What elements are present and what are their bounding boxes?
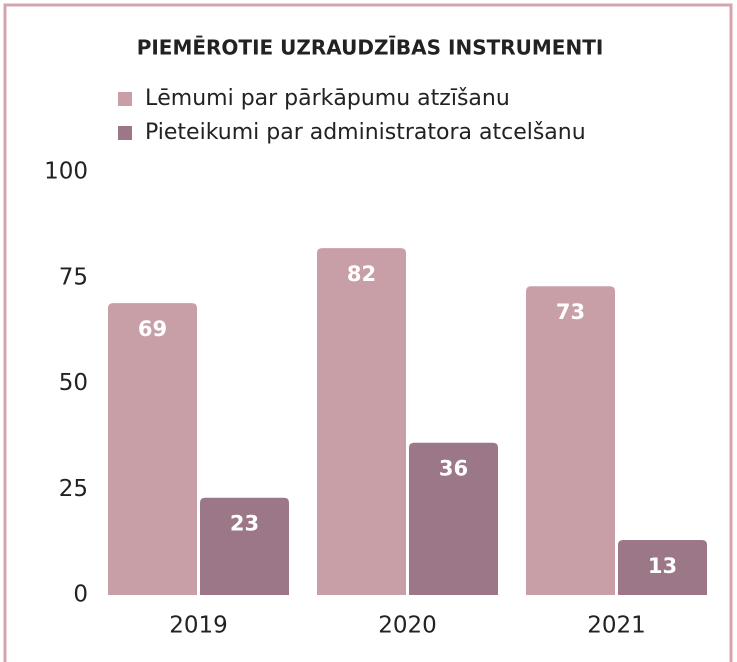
y-tick-label: 25 [59, 476, 88, 502]
bar [526, 286, 615, 595]
bar [200, 497, 289, 595]
x-tick-label: 2020 [378, 613, 437, 639]
legend-swatch [118, 126, 132, 140]
y-tick-label: 75 [59, 264, 88, 290]
frame [3, 3, 733, 662]
legend-label: Pieteikumi par administratora atcelšanu [145, 120, 586, 145]
y-tick-label: 0 [73, 582, 88, 608]
bar [409, 442, 498, 595]
chart-title: PIEMĒROTIE UZRAUDZĪBAS INSTRUMENTI [137, 36, 604, 60]
bar [108, 303, 197, 595]
legend-swatch [118, 92, 132, 106]
y-tick-label: 50 [59, 370, 88, 396]
legend-label: Lēmumi par pārkāpumu atzīšanu [145, 86, 510, 111]
bar [618, 540, 707, 595]
x-tick-label: 2021 [587, 613, 646, 639]
value-label: 13 [648, 554, 677, 578]
value-label: 69 [138, 317, 167, 341]
x-tick-label: 2019 [169, 613, 228, 639]
value-label: 36 [439, 457, 468, 481]
bar [317, 248, 406, 595]
value-label: 73 [556, 300, 585, 324]
y-tick-label: 100 [44, 159, 88, 185]
value-label: 23 [230, 512, 259, 536]
value-label: 82 [347, 262, 376, 286]
